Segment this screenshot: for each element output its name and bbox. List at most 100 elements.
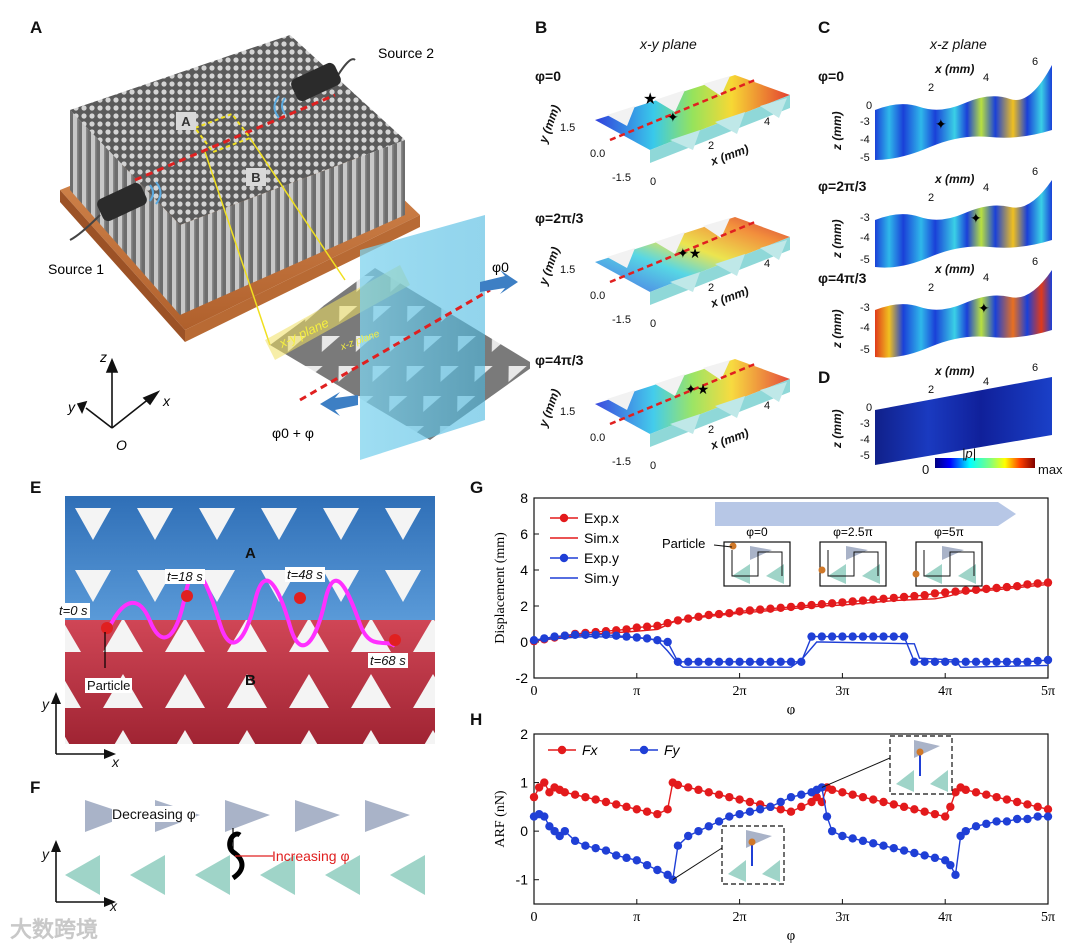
inset-tri-bottom [924,564,942,584]
data-point [704,788,713,797]
data-point [848,834,857,843]
panel-letter-c: C [818,18,831,37]
inset-phi-label: φ=5π [934,525,964,539]
panel-letter-a: A [30,18,43,37]
data-point [725,609,734,618]
panel-b-ytick-2-1: 0.0 [590,432,606,444]
data-point [858,836,868,846]
panel-b-xtick-1-1: 2 [708,282,715,294]
region-b-marker [246,168,266,186]
data-point [827,826,837,836]
colorbar-max: max [1038,462,1063,477]
inset-pointer [821,757,891,788]
inset-tri-bottom [732,564,750,584]
legend-label: Fy [664,742,681,758]
svg-text:★: ★ [643,91,657,108]
data-point [570,790,580,799]
data-point [653,865,662,875]
data-point [1002,817,1012,826]
x-axis-label: φ [787,928,796,944]
data-point [581,792,590,802]
data-point [776,603,785,612]
data-point [766,657,775,666]
data-point [971,822,981,831]
inset-pointer [713,544,733,548]
colorbar [935,458,1035,468]
data-point [899,592,909,602]
panel-a-illustration: A B x-y plane x-z plane Source 2 Source … [48,35,530,460]
y-tick-label: 0 [520,634,528,650]
panel-c-xtick-1-1: 4 [983,182,990,194]
data-point [1033,656,1042,666]
inset-tri-top [942,546,964,560]
data-point [827,785,837,795]
data-point [663,637,672,647]
data-point [612,800,621,809]
data-point [838,632,847,641]
legend-label: Exp.y [584,550,619,566]
panel-letter-e: E [30,478,42,497]
data-point [1043,812,1053,821]
inset-tri-bottom [766,564,784,584]
y-tick-label: 1 [520,775,528,791]
data-point [848,632,857,641]
legend-label: Exp.x [584,510,619,526]
data-point [869,795,878,804]
data-point [622,802,631,812]
data-point [982,657,991,666]
x-tick-label: 3π [835,910,849,925]
data-point [941,588,950,597]
svg-text:✦★: ✦★ [677,245,701,261]
panel-b-xtick-2-1: 2 [708,424,715,436]
xz-plane-sheet [360,215,485,460]
data-point [869,632,878,641]
data-point [673,657,683,666]
data-point [622,853,631,863]
data-point [961,657,970,666]
data-point [961,586,970,595]
data-point [807,600,816,610]
centerline [134,93,336,182]
legend-marker [559,513,569,523]
data-point [560,826,570,836]
data-point [951,870,960,880]
data-point [822,812,832,821]
data-point [540,812,549,821]
panel-c-d-surfaces: ✦ ✦ ✦ [875,65,1052,468]
data-point [838,831,847,841]
y-tick-label: -1 [516,872,529,888]
inset-particle [818,566,826,574]
data-point [725,792,734,802]
data-point [570,836,580,846]
axis-x-label: x [162,393,171,409]
inset-particle [748,838,756,846]
data-point [786,792,796,802]
data-point [982,819,991,829]
source-2-transducer [273,58,356,119]
panel-d-ztick-3: -5 [860,450,870,462]
inset-particle [912,570,920,578]
panel-c-xlabel-1: x (mm) [935,172,975,186]
data-point [1012,814,1022,824]
data-point [1043,578,1053,587]
data-point [879,632,888,641]
chart-h: 0 π 2π 3π 4π 5π -1 0 1 2 φ ARF (nN) Fx Fy [493,726,1055,944]
data-point [971,788,981,797]
data-point [673,780,683,790]
plot-frame [533,497,1049,679]
panel-b-ytick-2-0: 1.5 [560,406,576,418]
data-point [817,783,827,792]
x-tick-label: 4π [938,684,952,699]
data-point [1033,802,1042,812]
data-point [1023,814,1032,824]
data-point [755,605,765,614]
panel-c-xtick-1-2: 6 [1032,166,1039,178]
data-point [694,657,703,666]
panel-letter-g: G [470,478,484,497]
data-point [642,622,652,631]
panel-d-xtick-0: 2 [928,384,935,396]
panel-c-xtick-0-0: 2 [928,82,935,94]
panel-c-phi-1: φ=2π/3 [818,178,867,194]
panel-e-region-b: B [245,672,256,689]
data-point [673,841,683,850]
